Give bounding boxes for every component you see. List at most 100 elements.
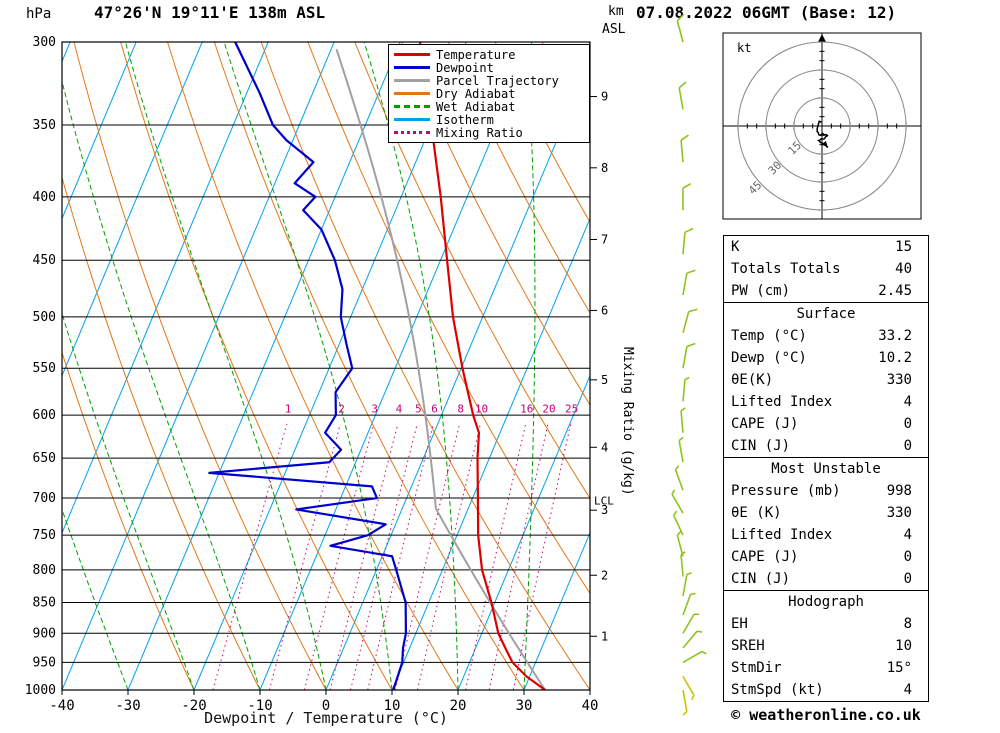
svg-text:650: 650	[33, 451, 56, 466]
info-tables: K 15 Totals Totals 4 0 PW (cm) 2.45 Surface Temp…	[723, 235, 929, 702]
table-row: SREH 10	[724, 635, 928, 657]
svg-text:16: 16	[520, 403, 533, 416]
svg-text:3: 3	[371, 403, 378, 416]
svg-text:4: 4	[396, 403, 403, 416]
svg-text:1: 1	[601, 629, 608, 643]
table-row-value: 998	[886, 483, 912, 499]
table-row: θE(K) 330	[724, 369, 928, 391]
svg-text:1: 1	[285, 403, 292, 416]
svg-text:9: 9	[601, 90, 608, 104]
pressure-axis-unit: hPa	[26, 6, 52, 22]
table-row: PW (cm) 2.45	[724, 280, 928, 302]
legend-item: Dry Adiabat	[394, 87, 589, 100]
info-table-indices: K 15 Totals Totals 40 PW (cm) 2.45	[723, 235, 929, 303]
legend-line-sample	[394, 79, 430, 82]
svg-text:25: 25	[565, 403, 578, 416]
table-row: CAPE (J) 0	[724, 546, 928, 568]
table-title: Hodograph	[788, 594, 864, 610]
legend-item: Mixing Ratio	[394, 126, 589, 139]
table-row: Lifted Index 4	[724, 524, 928, 546]
svg-text:20: 20	[450, 698, 467, 714]
station-title: 47°26'N 19°11'E 138m ASL	[94, 3, 326, 22]
svg-text:1000: 1000	[25, 683, 56, 698]
isotherm-lines	[62, 42, 590, 690]
table-row-value: 4	[903, 682, 912, 698]
info-table-surface: Surface Temp (°C) 33.2 Dewp (°C) 10.2 θE(K) 33…	[723, 303, 929, 458]
table-row-label: Lifted Index	[731, 527, 833, 543]
table-row-value: 15°	[886, 660, 912, 676]
svg-text:7: 7	[601, 233, 608, 247]
legend-line-sample	[394, 92, 430, 95]
legend-label: Parcel Trajectory	[436, 73, 559, 88]
table-row-label: EH	[731, 616, 748, 632]
svg-text:400: 400	[33, 190, 56, 205]
svg-text:10: 10	[384, 698, 401, 714]
legend-line-sample	[394, 105, 430, 108]
wind-barb-column	[671, 13, 707, 716]
table-row-label: Pressure (mb)	[731, 483, 841, 499]
svg-text:300: 300	[33, 35, 56, 50]
svg-text:2: 2	[601, 568, 608, 582]
legend-item: Isotherm	[394, 113, 589, 126]
table-row-label: PW (cm)	[731, 283, 791, 299]
table-row: Temp (°C) 33.2	[724, 325, 928, 347]
svg-text:5: 5	[601, 373, 608, 387]
legend-label: Dewpoint	[436, 60, 494, 75]
table-row-label: Lifted Index	[731, 394, 833, 410]
asl-axis-unit: ASL	[602, 22, 626, 37]
table-row: Pressure (mb) 998	[724, 480, 928, 502]
legend-item: Dewpoint	[394, 61, 589, 74]
table-row-value: 4	[903, 394, 912, 410]
table-row-value: 330	[886, 372, 912, 388]
km-axis-ticks: 1 2 3 4 5 6 7 8 9 LCL	[590, 90, 614, 643]
table-row: Dewp (°C) 10.2	[724, 347, 928, 369]
svg-text:950: 950	[33, 655, 56, 670]
mixing-ratio-labels: 1 2 3 4 5 6 8 10 16 20 25	[285, 403, 579, 416]
axis-tick-labels: 3003504004505005506006507007508008509009…	[25, 35, 599, 714]
datetime-title: 07.08.2022 06GMT (Base: 12)	[636, 3, 897, 22]
table-row-label: K	[731, 239, 740, 255]
svg-text:900: 900	[33, 626, 56, 641]
table-row-label: CAPE (J)	[731, 549, 799, 565]
svg-text:700: 700	[33, 491, 56, 506]
table-row-label: Totals Totals	[731, 261, 841, 277]
svg-text:6: 6	[601, 303, 608, 317]
legend-label: Isotherm	[436, 112, 494, 127]
svg-text:8: 8	[601, 161, 608, 175]
table-row: CIN (J) 0	[724, 568, 928, 590]
table-row-value: 330	[886, 505, 912, 521]
table-row: EH 8	[724, 613, 928, 635]
table-row: StmDir 15°	[724, 657, 928, 679]
table-row-value: 15	[895, 239, 912, 255]
table-row: Lifted Index 4	[724, 391, 928, 413]
svg-text:10: 10	[475, 403, 488, 416]
table-row: θE (K) 330	[724, 502, 928, 524]
legend: Temperature Dewpoint Parcel Trajectory Dry …	[388, 44, 590, 143]
table-row-value: 10.2	[878, 350, 912, 366]
table-row-value: 8	[903, 616, 912, 632]
svg-text:450: 450	[33, 253, 56, 268]
legend-label: Mixing Ratio	[436, 125, 523, 140]
svg-text:500: 500	[33, 310, 56, 325]
svg-text:4: 4	[601, 440, 608, 454]
legend-item: Wet Adiabat	[394, 100, 589, 113]
table-row-value: 0	[903, 438, 912, 454]
table-row: StmSpd (kt) 4	[724, 679, 928, 701]
mixing-ratio-axis-label: Mixing Ratio (g/kg)	[620, 347, 635, 496]
table-title: Surface	[796, 306, 856, 322]
info-table-most-unstable: Most Unstable Pressure (mb) 998 θE (K) 330 Li…	[723, 458, 929, 591]
svg-text:kt: kt	[737, 41, 751, 55]
table-row-label: Temp (°C)	[731, 328, 807, 344]
table-row-label: StmSpd (kt)	[731, 682, 824, 698]
svg-text:LCL: LCL	[594, 495, 614, 508]
table-row-value: 10	[895, 638, 912, 654]
legend-line-sample	[394, 118, 430, 121]
x-axis-label: Dewpoint / Temperature (°C)	[204, 709, 448, 727]
table-row-value: 4	[903, 527, 912, 543]
svg-text:800: 800	[33, 563, 56, 578]
legend-item: Parcel Trajectory	[394, 74, 589, 87]
svg-text:40: 40	[582, 698, 599, 714]
svg-text:-20: -20	[181, 698, 206, 714]
